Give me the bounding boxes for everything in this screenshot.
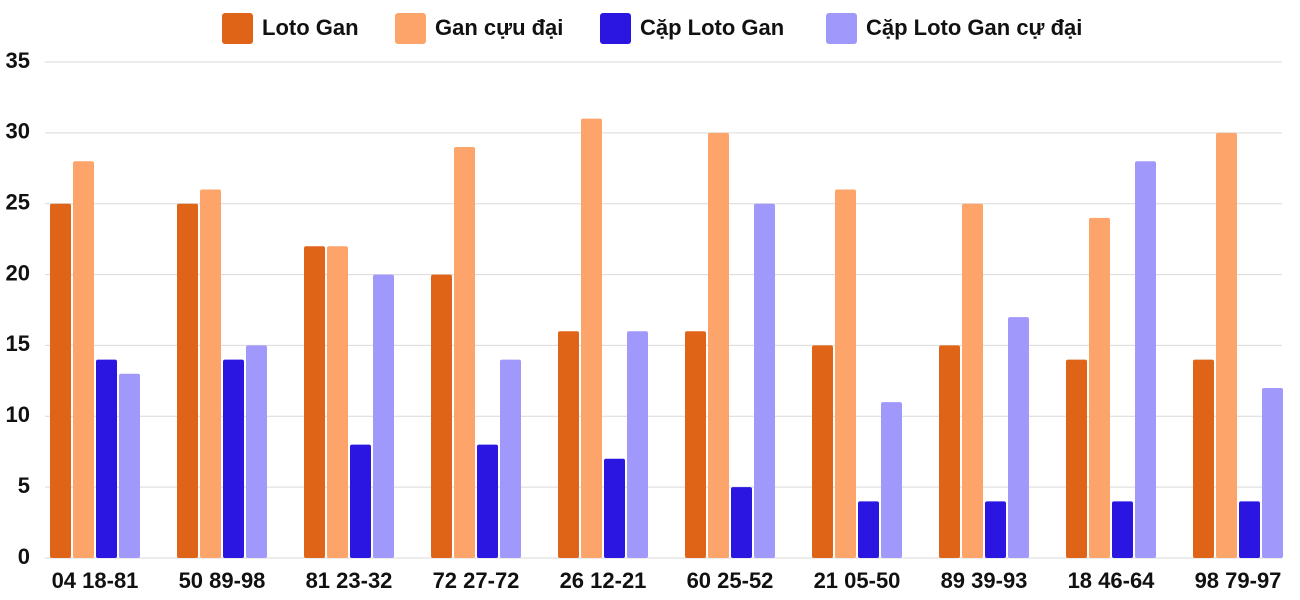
bar xyxy=(558,331,579,558)
bar xyxy=(708,132,729,558)
y-tick-label: 15 xyxy=(6,331,30,356)
bar xyxy=(246,345,267,558)
bar xyxy=(939,345,960,558)
bar xyxy=(1239,501,1260,558)
y-tick-label: 35 xyxy=(6,48,30,73)
bar xyxy=(1216,132,1237,558)
bar xyxy=(754,203,775,558)
bar xyxy=(581,118,602,558)
legend-swatch xyxy=(600,13,631,44)
legend-label: Loto Gan xyxy=(262,15,359,40)
bar xyxy=(454,147,475,558)
x-tick-label: 26 12-21 xyxy=(560,568,647,593)
bar xyxy=(223,359,244,558)
bar xyxy=(1089,217,1110,558)
x-tick-label: 50 89-98 xyxy=(179,568,266,593)
legend-swatch xyxy=(395,13,426,44)
bar xyxy=(431,274,452,558)
legend-swatch xyxy=(222,13,253,44)
bar xyxy=(812,345,833,558)
bar xyxy=(731,487,752,558)
bar xyxy=(604,458,625,558)
bar xyxy=(962,203,983,558)
bar xyxy=(50,203,71,558)
bar xyxy=(373,274,394,558)
bar xyxy=(858,501,879,558)
legend-label: Cặp Loto Gan cự đại xyxy=(866,15,1082,40)
bar xyxy=(1008,317,1029,558)
bar xyxy=(835,189,856,559)
bar xyxy=(304,246,325,558)
bar xyxy=(1066,359,1087,558)
y-tick-label: 20 xyxy=(6,260,30,285)
x-tick-label: 98 79-97 xyxy=(1195,568,1282,593)
bar xyxy=(1112,501,1133,558)
legend-swatch xyxy=(826,13,857,44)
bar xyxy=(327,246,348,558)
legend-label: Gan cựu đại xyxy=(435,15,563,40)
bar xyxy=(477,444,498,558)
bar xyxy=(627,331,648,558)
x-tick-label: 72 27-72 xyxy=(433,568,520,593)
bar xyxy=(985,501,1006,558)
x-tick-label: 21 05-50 xyxy=(814,568,901,593)
bar xyxy=(1193,359,1214,558)
y-tick-label: 25 xyxy=(6,190,30,215)
bar xyxy=(500,359,521,558)
bar xyxy=(200,189,221,559)
x-tick-label: 04 18-81 xyxy=(52,568,139,593)
bar xyxy=(350,444,371,558)
bar xyxy=(1262,387,1283,558)
bar xyxy=(119,373,140,558)
y-tick-label: 0 xyxy=(18,544,30,569)
bar xyxy=(96,359,117,558)
bar xyxy=(1135,161,1156,558)
bar xyxy=(881,402,902,558)
x-tick-label: 81 23-32 xyxy=(306,568,393,593)
bar xyxy=(685,331,706,558)
x-tick-label: 89 39-93 xyxy=(941,568,1028,593)
legend-label: Cặp Loto Gan xyxy=(640,15,784,40)
y-tick-label: 30 xyxy=(6,119,30,144)
bar xyxy=(177,203,198,558)
x-tick-label: 18 46-64 xyxy=(1068,568,1156,593)
y-tick-label: 10 xyxy=(6,402,30,427)
x-tick-label: 60 25-52 xyxy=(687,568,774,593)
bar xyxy=(73,161,94,558)
y-tick-label: 5 xyxy=(18,473,30,498)
